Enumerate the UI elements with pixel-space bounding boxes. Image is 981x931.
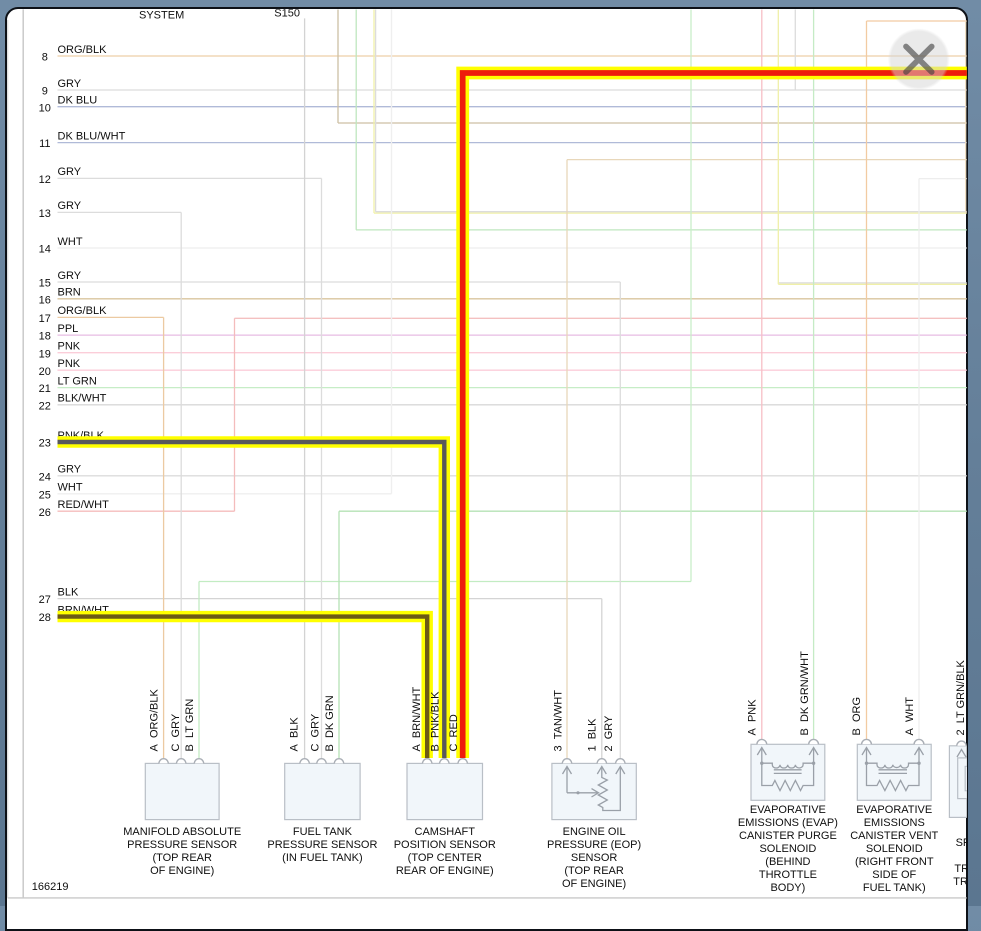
svg-text:THROTTLE: THROTTLE [759, 869, 817, 881]
svg-text:ORG/BLK: ORG/BLK [58, 44, 108, 56]
svg-text:A BLK: A BLK [288, 717, 300, 752]
svg-text:EVAPORATIVE: EVAPORATIVE [750, 804, 826, 816]
svg-text:S150: S150 [274, 7, 300, 19]
svg-text:(RIGHT FRONT: (RIGHT FRONT [855, 856, 934, 868]
svg-text:SENSOR: SENSOR [571, 852, 618, 864]
svg-text:GRY: GRY [58, 464, 82, 476]
svg-text:REAR OF ENGINE): REAR OF ENGINE) [396, 865, 494, 877]
svg-text:18: 18 [39, 331, 51, 343]
svg-text:B ORG: B ORG [851, 697, 863, 736]
svg-text:TRANS: TRANS [954, 863, 981, 875]
svg-text:CANISTER PURGE: CANISTER PURGE [739, 830, 837, 842]
svg-text:22: 22 [39, 400, 51, 412]
svg-text:17: 17 [39, 313, 51, 325]
svg-text:WHT: WHT [58, 236, 83, 248]
svg-text:166219: 166219 [32, 881, 69, 893]
svg-text:PNK: PNK [58, 358, 81, 370]
svg-text:2 LT GRN/BLK: 2 LT GRN/BLK [955, 659, 967, 735]
svg-text:3 TAN/WHT: 3 TAN/WHT [552, 690, 564, 752]
svg-text:SOLENOID: SOLENOID [759, 843, 816, 855]
svg-text:SPEED: SPEED [956, 837, 981, 849]
svg-text:C GRY: C GRY [170, 713, 182, 751]
svg-text:14: 14 [39, 244, 51, 256]
svg-text:GRY: GRY [58, 200, 82, 212]
svg-text:28: 28 [39, 612, 51, 624]
svg-text:SIDE OF: SIDE OF [872, 869, 916, 881]
svg-text:BLK/WHT: BLK/WHT [58, 393, 107, 405]
svg-text:BRN: BRN [58, 287, 81, 299]
svg-text:24: 24 [39, 471, 51, 483]
svg-text:OF ENGINE): OF ENGINE) [150, 865, 214, 877]
svg-text:23: 23 [39, 438, 51, 450]
svg-text:A ORG/BLK: A ORG/BLK [149, 688, 161, 751]
svg-text:EVAPORATIVE: EVAPORATIVE [856, 804, 932, 816]
svg-text:FUEL TANK): FUEL TANK) [863, 882, 926, 894]
svg-text:2 GRY: 2 GRY [603, 715, 615, 752]
svg-text:A PNK: A PNK [747, 699, 759, 736]
svg-text:B DK GRN/WHT: B DK GRN/WHT [799, 651, 811, 736]
svg-text:PRESSURE SENSOR: PRESSURE SENSOR [127, 839, 237, 851]
svg-text:BLK: BLK [58, 586, 79, 598]
svg-text:13: 13 [39, 208, 51, 220]
svg-text:MANIFOLD ABSOLUTE: MANIFOLD ABSOLUTE [123, 826, 241, 838]
svg-text:OF ENGINE): OF ENGINE) [562, 878, 626, 890]
svg-text:A WHT: A WHT [904, 697, 916, 736]
svg-text:(BEHIND: (BEHIND [765, 856, 810, 868]
svg-text:C RED: C RED [448, 714, 460, 751]
svg-text:SYSTEM: SYSTEM [139, 9, 184, 21]
svg-text:9: 9 [42, 86, 48, 98]
svg-text:DK BLU/WHT: DK BLU/WHT [58, 130, 126, 142]
svg-text:PRESSURE SENSOR: PRESSURE SENSOR [267, 839, 377, 851]
svg-text:GRY: GRY [58, 270, 82, 282]
svg-text:A BRN/WHT: A BRN/WHT [411, 686, 423, 751]
svg-text:PPL: PPL [58, 323, 79, 335]
svg-text:15: 15 [39, 278, 51, 290]
svg-text:POSITION SENSOR: POSITION SENSOR [394, 839, 496, 851]
svg-text:27: 27 [39, 594, 51, 606]
svg-text:WHT: WHT [58, 482, 83, 494]
svg-text:CAMSHAFT: CAMSHAFT [415, 826, 476, 838]
svg-text:ENGINE OIL: ENGINE OIL [563, 826, 626, 838]
svg-text:ORG/BLK: ORG/BLK [58, 305, 108, 317]
svg-text:TRACTION: TRACTION [953, 876, 981, 888]
svg-text:LT GRN: LT GRN [58, 375, 97, 387]
svg-text:10: 10 [39, 102, 51, 114]
svg-text:20: 20 [39, 366, 51, 378]
svg-text:DK BLU: DK BLU [58, 95, 98, 107]
svg-text:PRESSURE (EOP): PRESSURE (EOP) [547, 839, 641, 851]
svg-text:SOLENOID: SOLENOID [866, 843, 923, 855]
svg-text:PNK: PNK [58, 341, 81, 353]
svg-text:C GRY: C GRY [310, 713, 322, 751]
svg-text:21: 21 [39, 383, 51, 395]
svg-text:B PNK/BLK: B PNK/BLK [430, 691, 442, 752]
svg-text:FUEL TANK: FUEL TANK [293, 826, 353, 838]
svg-text:8: 8 [42, 52, 48, 64]
svg-text:B LT GRN: B LT GRN [184, 699, 196, 752]
svg-text:(TOP REAR: (TOP REAR [152, 852, 212, 864]
svg-text:B DK GRN: B DK GRN [324, 695, 336, 751]
svg-text:EMISSIONS (EVAP): EMISSIONS (EVAP) [738, 817, 838, 829]
svg-text:RED/WHT: RED/WHT [58, 499, 110, 511]
svg-text:12: 12 [39, 174, 51, 186]
svg-text:19: 19 [39, 348, 51, 360]
svg-text:11: 11 [39, 138, 50, 150]
svg-text:(IN FUEL TANK): (IN FUEL TANK) [282, 852, 362, 864]
svg-text:GRY: GRY [58, 78, 82, 90]
svg-text:26: 26 [39, 507, 51, 519]
svg-text:(TOP CENTER: (TOP CENTER [408, 852, 482, 864]
svg-text:CANISTER VENT: CANISTER VENT [850, 830, 938, 842]
svg-text:25: 25 [39, 489, 51, 501]
svg-text:EMISSIONS: EMISSIONS [864, 817, 925, 829]
svg-text:GRY: GRY [58, 166, 82, 178]
svg-text:16: 16 [39, 294, 51, 306]
svg-text:1 BLK: 1 BLK [587, 718, 599, 752]
svg-text:BODY): BODY) [770, 882, 805, 894]
svg-text:(TOP REAR: (TOP REAR [564, 865, 624, 877]
